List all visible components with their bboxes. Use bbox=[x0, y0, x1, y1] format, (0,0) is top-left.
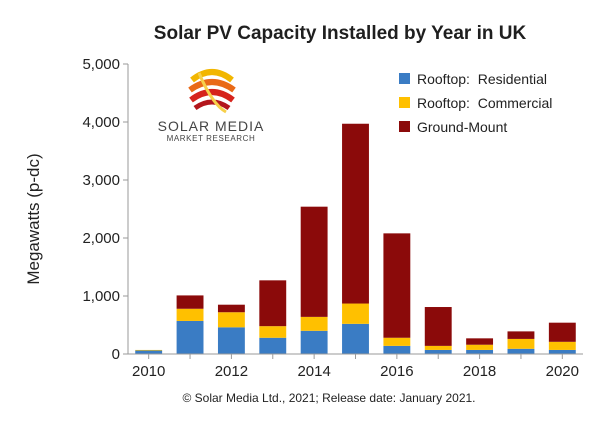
bar-segment bbox=[466, 344, 494, 350]
legend-swatch bbox=[399, 97, 410, 108]
logo-name: SOLAR MEDIA bbox=[158, 118, 265, 134]
bar-segment bbox=[548, 341, 576, 350]
y-tick-label: 2,000 bbox=[82, 230, 120, 247]
x-axis: 2010 2012 2014 2016 2018 2020 bbox=[132, 354, 579, 380]
x-tick-label: 2016 bbox=[380, 363, 413, 380]
y-tick-label: 4,000 bbox=[82, 114, 120, 131]
bar-segment bbox=[383, 337, 411, 346]
bar-segment bbox=[548, 322, 576, 342]
bar-segment bbox=[217, 312, 245, 328]
bar-segment bbox=[300, 330, 328, 354]
logo-sphere-icon bbox=[188, 69, 236, 114]
bar-segment bbox=[383, 345, 411, 354]
bar-segment bbox=[135, 350, 163, 354]
bar-segment bbox=[176, 308, 204, 321]
bar-segment bbox=[300, 206, 328, 317]
legend-label: Rooftop: Residential bbox=[417, 71, 547, 87]
bar-segment bbox=[424, 349, 452, 354]
bar-segment bbox=[466, 338, 494, 345]
bar-segment bbox=[217, 327, 245, 354]
x-tick-label: 2012 bbox=[215, 363, 248, 380]
legend-swatch bbox=[399, 73, 410, 84]
legend-label: Rooftop: Commercial bbox=[417, 95, 552, 111]
bar-segment bbox=[217, 304, 245, 313]
bar-segment bbox=[135, 349, 163, 351]
bar-segment bbox=[507, 331, 535, 339]
bar-segment bbox=[424, 307, 452, 346]
logo-tagline: MARKET RESEARCH bbox=[167, 134, 256, 143]
y-tick-label: 5,000 bbox=[82, 56, 120, 73]
y-axis-label: Megawatts (p-dc) bbox=[24, 153, 43, 284]
x-tick-label: 2020 bbox=[546, 363, 579, 380]
bar-segment bbox=[424, 345, 452, 350]
y-tick-label: 0 bbox=[112, 346, 120, 363]
bar-segment bbox=[259, 337, 287, 354]
bar-segment bbox=[507, 348, 535, 354]
bar-segment bbox=[259, 280, 287, 327]
bar-segment bbox=[342, 323, 369, 354]
bars bbox=[135, 123, 576, 354]
bar-segment bbox=[383, 233, 411, 338]
bar-segment bbox=[176, 295, 204, 309]
x-tick-label: 2014 bbox=[297, 363, 330, 380]
solar-media-logo: SOLAR MEDIA MARKET RESEARCH bbox=[158, 69, 265, 143]
legend: Rooftop: Residential Rooftop: Commercial G… bbox=[399, 71, 552, 135]
bar-segment bbox=[342, 123, 369, 304]
legend-swatch bbox=[399, 121, 410, 132]
x-tick-label: 2010 bbox=[132, 363, 165, 380]
chart-title: Solar PV Capacity Installed by Year in U… bbox=[154, 23, 527, 44]
legend-label: Ground-Mount bbox=[417, 119, 507, 135]
x-tick-label: 2018 bbox=[463, 363, 496, 380]
y-tick-label: 3,000 bbox=[82, 172, 120, 189]
bar-segment bbox=[466, 349, 494, 354]
bar-segment bbox=[176, 320, 204, 354]
source-footnote: © Solar Media Ltd., 2021; Release date: … bbox=[182, 391, 475, 405]
y-axis: 0 1,000 2,000 3,000 4,000 5,000 bbox=[82, 56, 128, 363]
y-tick-label: 1,000 bbox=[82, 288, 120, 305]
bar-segment bbox=[342, 303, 369, 324]
bar-segment bbox=[259, 326, 287, 338]
bar-segment bbox=[507, 338, 535, 349]
bar-segment bbox=[548, 349, 576, 354]
bar-segment bbox=[300, 316, 328, 331]
